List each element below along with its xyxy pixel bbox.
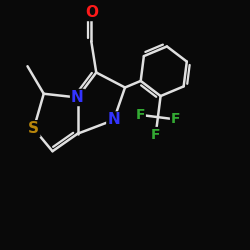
Text: S: S [28,121,39,136]
Text: F: F [151,128,160,142]
Text: F: F [171,112,180,126]
Text: O: O [85,5,98,20]
Text: N: N [108,112,120,128]
Text: N: N [71,90,84,105]
Text: F: F [135,108,145,122]
